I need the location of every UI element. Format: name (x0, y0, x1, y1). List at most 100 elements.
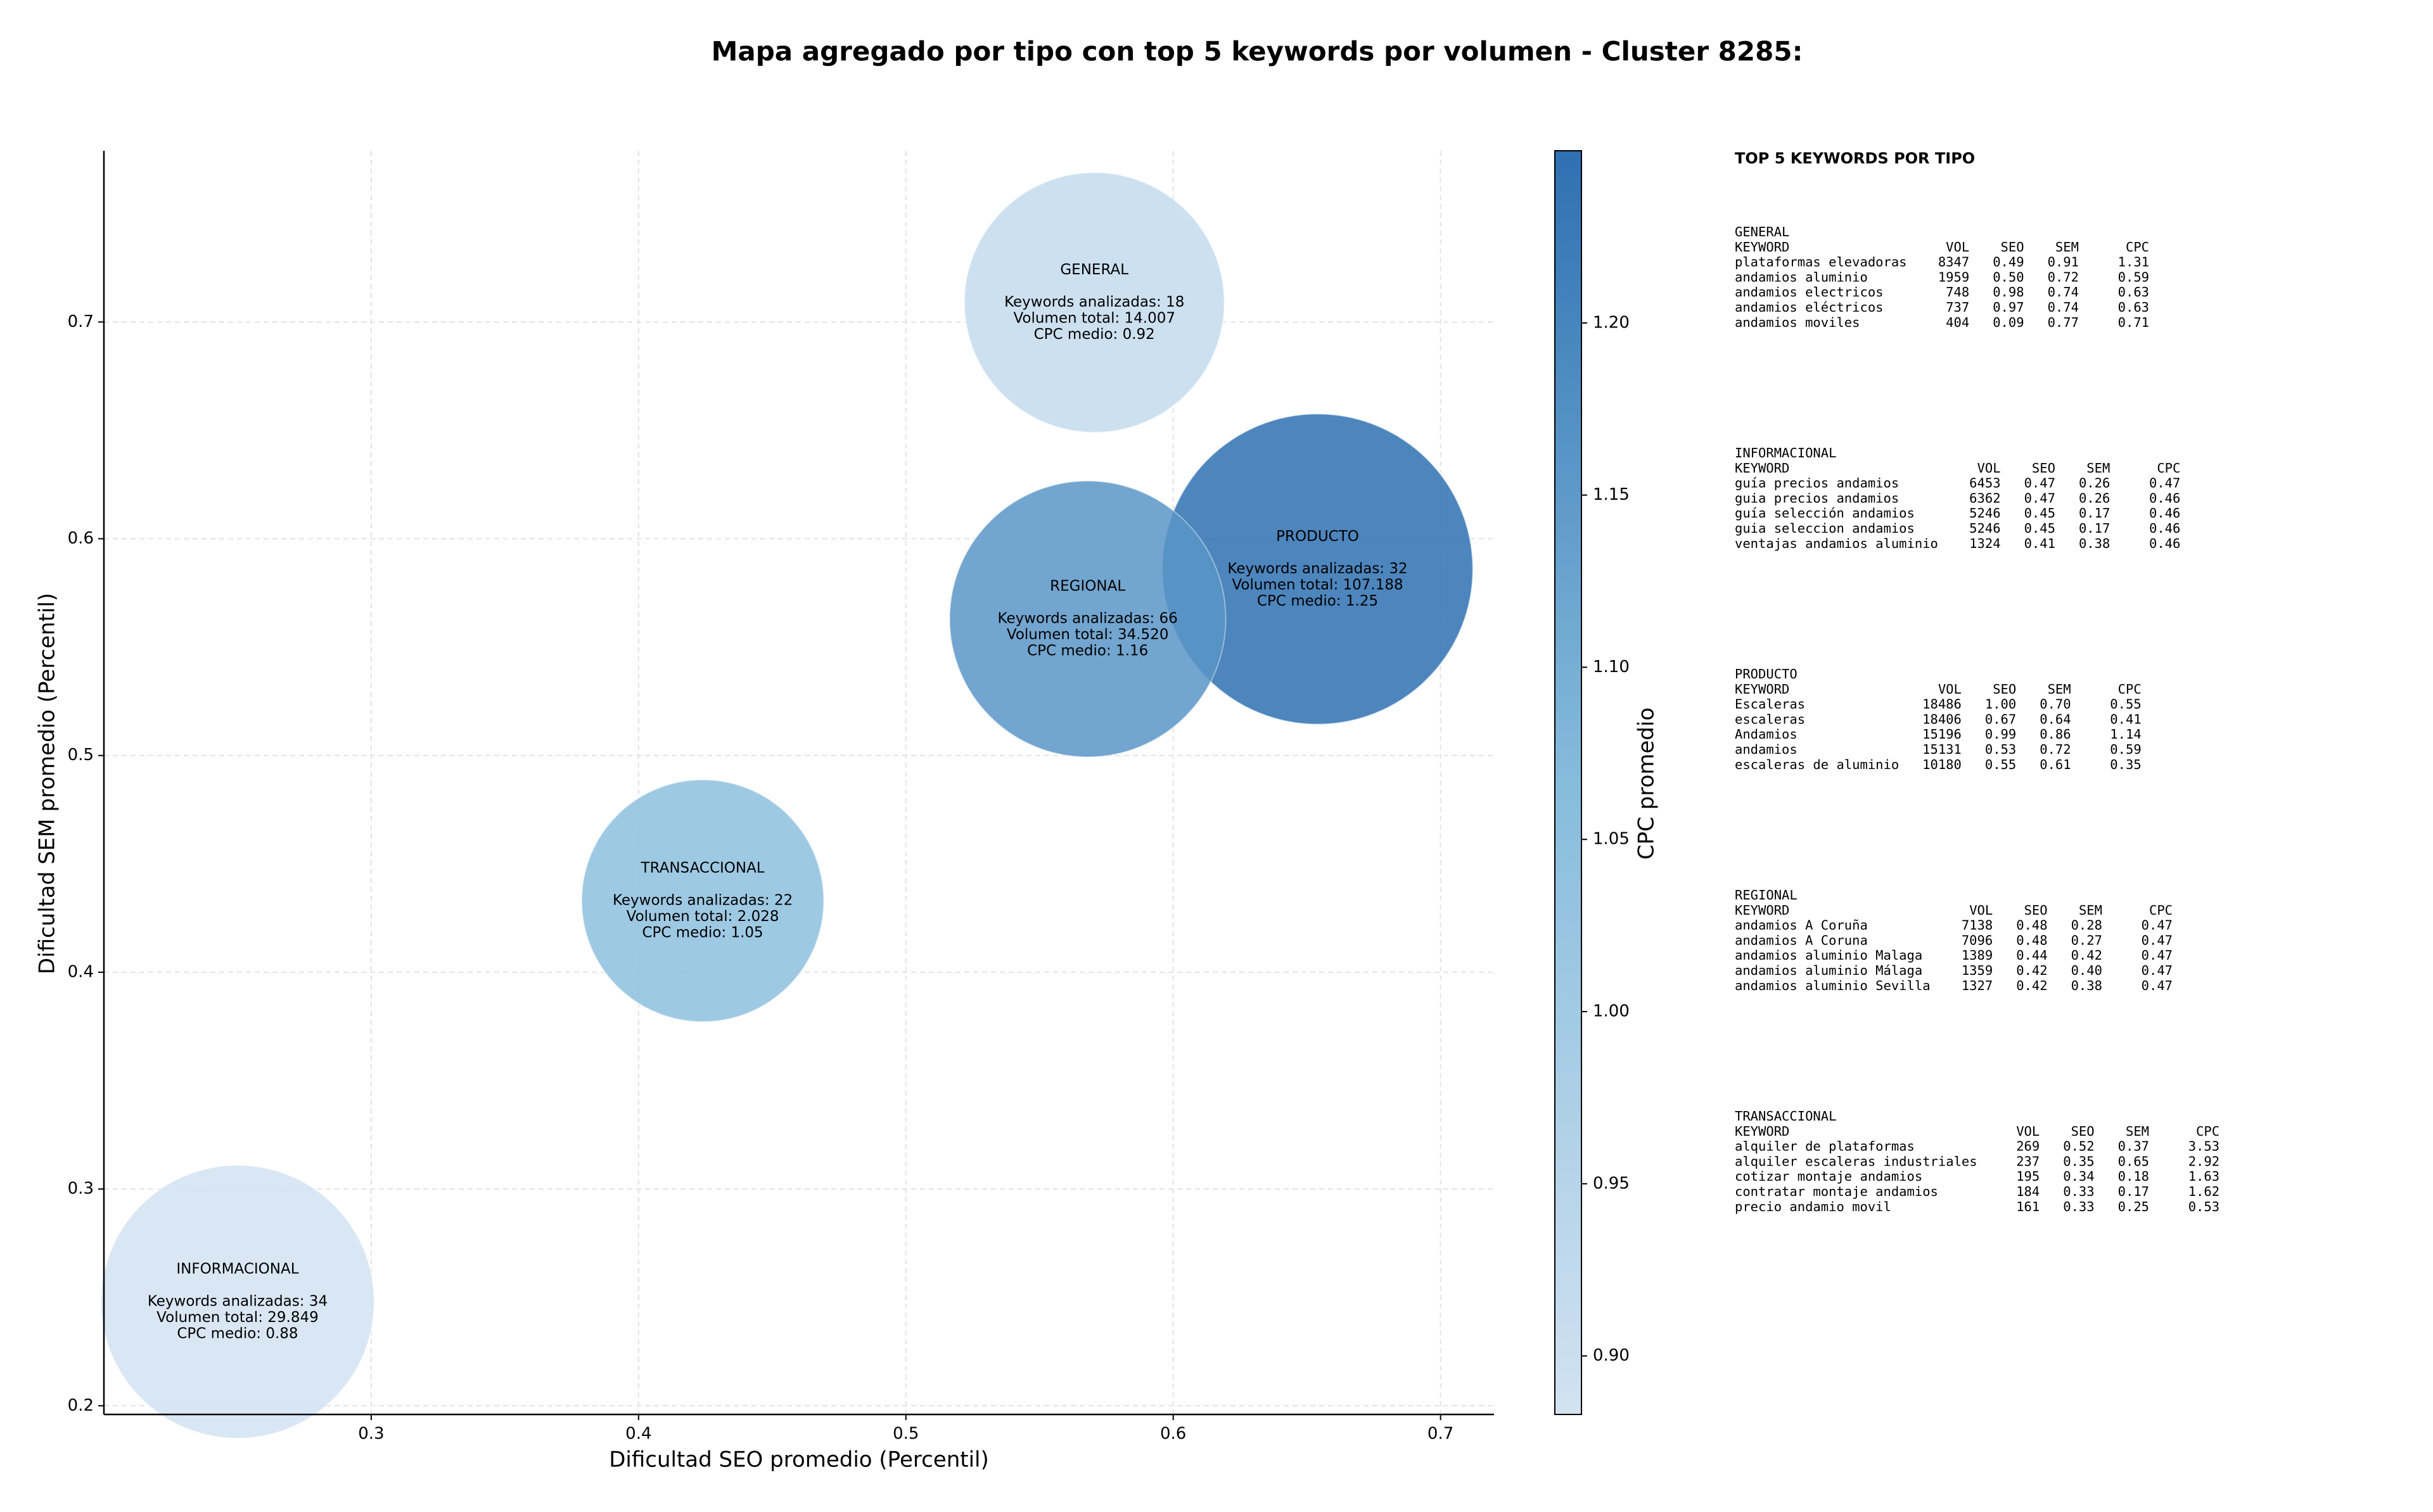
colorbar-tick-label: 0.95 (1593, 1174, 1630, 1193)
x-tick-label: 0.3 (358, 1425, 384, 1444)
table-cell: 0.74 (2048, 300, 2079, 315)
table-header: SEO (2024, 903, 2048, 918)
table-cell: 0.72 (2048, 269, 2079, 284)
table-cell: 1.00 (1985, 697, 2016, 712)
table-cell: 748 (1946, 284, 1969, 300)
table-cell: 1359 (1962, 963, 1993, 978)
table-cell: 0.59 (2118, 269, 2149, 284)
bubble-label: TRANSACCIONAL (641, 860, 765, 876)
table-header: CPC (2118, 682, 2142, 697)
table-cell: 0.77 (2048, 315, 2079, 330)
table-header: VOL (1969, 903, 1993, 918)
table-cell: 0.55 (2110, 697, 2141, 712)
table-cell: Escaleras (1735, 697, 1805, 712)
table-header: VOL (1977, 461, 2001, 476)
table-cell: andamios eléctricos (1735, 300, 1884, 315)
bubble-annotation: Volumen total: 34.520 (1007, 626, 1169, 643)
table-cell: 0.35 (2110, 757, 2141, 772)
colorbar-tick-label: 1.05 (1593, 830, 1630, 849)
table-header: CPC (2157, 461, 2180, 476)
table-cell: 0.25 (2118, 1199, 2149, 1214)
table-header: CPC (2126, 239, 2149, 255)
bubble-annotation: CPC medio: 1.25 (1257, 593, 1378, 609)
table-cell: 0.18 (2118, 1169, 2149, 1184)
table-cell: 0.47 (2142, 918, 2173, 933)
table-cell: 0.48 (2016, 932, 2047, 948)
table-cell: 7096 (1962, 932, 1993, 948)
table-header: KEYWORD (1735, 239, 1789, 255)
table-cell: 0.17 (2079, 505, 2110, 521)
y-axis-label: Dificultad SEM promedio (Percentil) (35, 593, 60, 974)
table-cell: cotizar montaje andamios (1735, 1169, 1922, 1184)
table-cell: 0.63 (2118, 300, 2149, 315)
table-cell: 0.53 (2188, 1199, 2219, 1214)
table-cell: andamios electricos (1735, 284, 1884, 300)
table-cell: 0.26 (2079, 476, 2110, 491)
table-cell: andamios aluminio Málaga (1735, 963, 1922, 978)
table-cell: 0.40 (2071, 963, 2102, 978)
table-cell: 0.55 (1985, 757, 2016, 772)
table-cell: 0.97 (1993, 300, 2024, 315)
table-cell: 0.46 (2149, 536, 2180, 551)
table-cell: 0.41 (2024, 536, 2055, 551)
table-cell: 7138 (1962, 918, 1993, 933)
bubble (948, 480, 1227, 758)
table-cell: andamios aluminio (1735, 269, 1868, 284)
table-header: SEO (2071, 1124, 2095, 1139)
bubble-label: GENERAL (1060, 262, 1128, 278)
table-cell: 1.62 (2188, 1184, 2219, 1199)
table-cell: 0.42 (2071, 948, 2102, 963)
table-header: CPC (2149, 903, 2173, 918)
table-cell: 0.53 (1985, 742, 2016, 757)
table-cell: guía precios andamios (1735, 476, 1899, 491)
table-cell: 0.98 (1993, 284, 2024, 300)
table-cell: 0.52 (2063, 1139, 2094, 1154)
table-cell: 0.42 (2016, 963, 2047, 978)
table-header: KEYWORD (1735, 682, 1789, 697)
table-header: KEYWORD (1735, 1124, 1789, 1139)
table-header: SEO (1993, 682, 2016, 697)
table-cell: guia seleccion andamios (1735, 521, 1915, 536)
table-name: INFORMACIONAL (1735, 445, 1836, 461)
bubble-annotation: CPC medio: 0.92 (1034, 326, 1155, 343)
table-cell: 0.44 (2016, 948, 2047, 963)
bubble-annotation: Keywords analizadas: 32 (1227, 561, 1407, 577)
table-cell: 5246 (1969, 521, 2000, 536)
table-cell: 0.33 (2063, 1199, 2094, 1214)
table-cell: 0.63 (2118, 284, 2149, 300)
table-header: SEM (2126, 1124, 2149, 1139)
table-cell: 0.48 (2016, 918, 2047, 933)
table-cell: 0.61 (2040, 757, 2071, 772)
table-cell: 0.33 (2063, 1184, 2094, 1199)
table-cell: 184 (2016, 1184, 2040, 1199)
table-cell: 1389 (1962, 948, 1993, 963)
table-name: TRANSACCIONAL (1735, 1109, 1836, 1124)
bubble-annotation: Keywords analizadas: 66 (998, 611, 1178, 627)
bubble-annotation: Volumen total: 14.007 (1013, 310, 1175, 327)
table-cell: alquiler escaleras industriales (1735, 1153, 1977, 1169)
table-cell: 18406 (1922, 711, 1962, 727)
table-header: SEM (2055, 239, 2079, 255)
bubble-annotation: CPC medio: 0.88 (177, 1326, 298, 1342)
table-cell: 10180 (1922, 757, 1962, 772)
table-cell: andamios aluminio Sevilla (1735, 978, 1931, 993)
colorbar-tick-label: 1.00 (1593, 1001, 1630, 1020)
table-cell: 0.59 (2110, 742, 2141, 757)
bubble-annotation: Volumen total: 29.849 (156, 1309, 319, 1326)
table-cell: 0.47 (2142, 948, 2173, 963)
bubble-annotation: Volumen total: 2.028 (627, 908, 779, 925)
bubble-annotation: Keywords analizadas: 18 (1004, 294, 1184, 310)
table-cell: 0.46 (2149, 505, 2180, 521)
table-cell: precio andamio movil (1735, 1199, 1891, 1214)
table-header: SEM (2079, 903, 2102, 918)
table-cell: 0.47 (2142, 932, 2173, 948)
table-header: KEYWORD (1735, 461, 1789, 476)
x-axis-label: Dificultad SEO promedio (Percentil) (609, 1447, 989, 1473)
bubbles (100, 172, 1474, 1439)
table-cell: 0.46 (2149, 521, 2180, 536)
bubble-annotation: CPC medio: 1.05 (642, 924, 763, 941)
colorbar (1554, 150, 1582, 1415)
table-cell: 6453 (1969, 476, 2000, 491)
bubble-annotation: Keywords analizadas: 22 (613, 892, 793, 908)
table-cell: 1324 (1969, 536, 2000, 551)
